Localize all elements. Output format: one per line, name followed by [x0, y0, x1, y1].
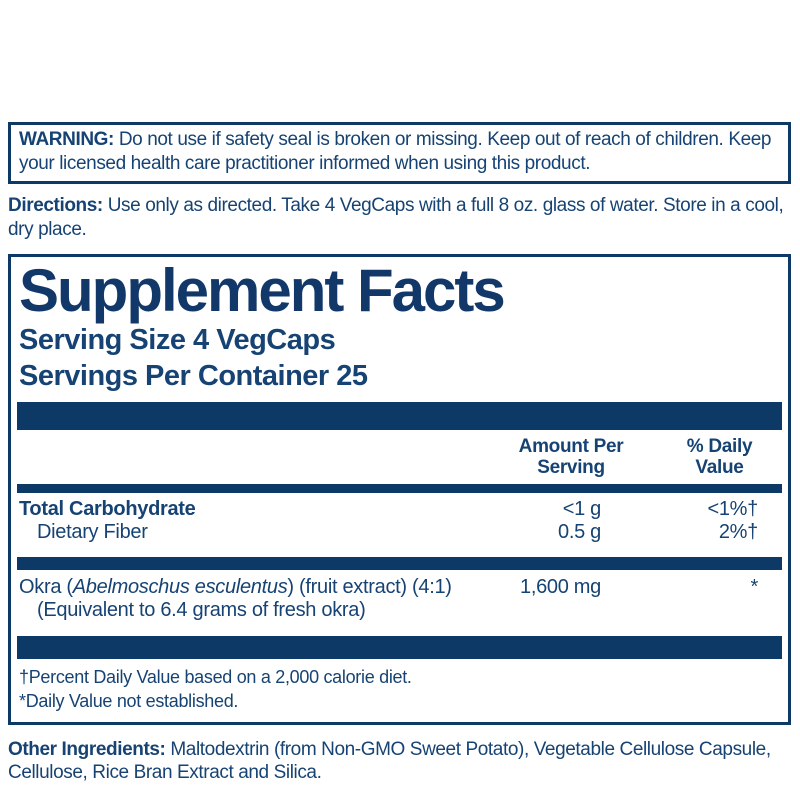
warning-label: WARNING:: [19, 129, 114, 150]
nutrient-amount: 1,600 mg: [520, 576, 601, 599]
other-ingredients: Other Ingredients: Maltodextrin (from No…: [8, 738, 791, 786]
other-ingredients-label: Other Ingredients:: [8, 738, 166, 760]
divider-bar-medium: [17, 557, 782, 571]
divider-bar-thick-bottom: [17, 636, 782, 660]
servings-per-container: Servings Per Container 25: [19, 359, 368, 392]
column-header-dv: % Daily Value: [686, 436, 753, 479]
column-header-row: Amount Per Serving % Daily Value: [11, 430, 788, 484]
nutrient-daily-value: 2%†: [718, 520, 758, 543]
nutrient-name: Okra (Abelmoschus esculentus) (fruit ext…: [11, 576, 491, 622]
nutrient-amount: <1 g: [562, 497, 602, 520]
directions: Directions: Use only as directed. Take 4…: [8, 194, 791, 242]
column-header-amount: Amount Per Serving: [518, 436, 624, 479]
footnote-not-established: *Daily Value not established.: [19, 690, 239, 711]
okra-species-italic: Abelmoschus esculentus: [72, 576, 288, 599]
directions-label: Directions:: [8, 194, 103, 216]
other-ingredients-text: Maltodextrin (from Non-GMO Sweet Potato)…: [8, 738, 771, 784]
okra-name-prefix: Okra (: [19, 576, 73, 599]
nutrient-daily-value: *: [750, 576, 759, 599]
table-row-total-carbohydrate: Total Carbohydrate <1 g <1%†: [11, 498, 788, 521]
warning-text: Do not use if safety seal is broken or m…: [19, 129, 772, 174]
table-row-dietary-fiber: Dietary Fiber 0.5 g 2%†: [11, 521, 788, 544]
directions-text: Use only as directed. Take 4 VegCaps wit…: [8, 194, 784, 240]
nutrient-amount: 0.5 g: [558, 520, 601, 543]
warning-box: WARNING: Do not use if safety seal is br…: [8, 122, 791, 184]
table-row-okra-extract: Okra (Abelmoschus esculentus) (fruit ext…: [11, 570, 788, 628]
panel-title: Supplement Facts: [19, 256, 506, 324]
divider-bar-thick-top: [17, 402, 782, 431]
nutrient-daily-value: <1%†: [707, 497, 758, 520]
okra-name-suffix: ) (fruit extract) (4:1) (Equivalent to 6…: [37, 576, 452, 622]
divider-bar-thin: [17, 483, 782, 493]
nutrient-rows: Total Carbohydrate <1 g <1%† Dietary Fib…: [11, 493, 788, 550]
supplement-facts-panel: Supplement Facts Serving Size 4 VegCaps …: [8, 253, 791, 725]
footnote-daily-value: †Percent Daily Value based on a 2,000 ca…: [19, 667, 412, 688]
footnotes: †Percent Daily Value based on a 2,000 ca…: [11, 659, 788, 721]
nutrient-name: Dietary Fiber: [37, 520, 148, 543]
serving-size: Serving Size 4 VegCaps: [19, 323, 336, 356]
nutrient-name: Total Carbohydrate: [19, 497, 196, 520]
